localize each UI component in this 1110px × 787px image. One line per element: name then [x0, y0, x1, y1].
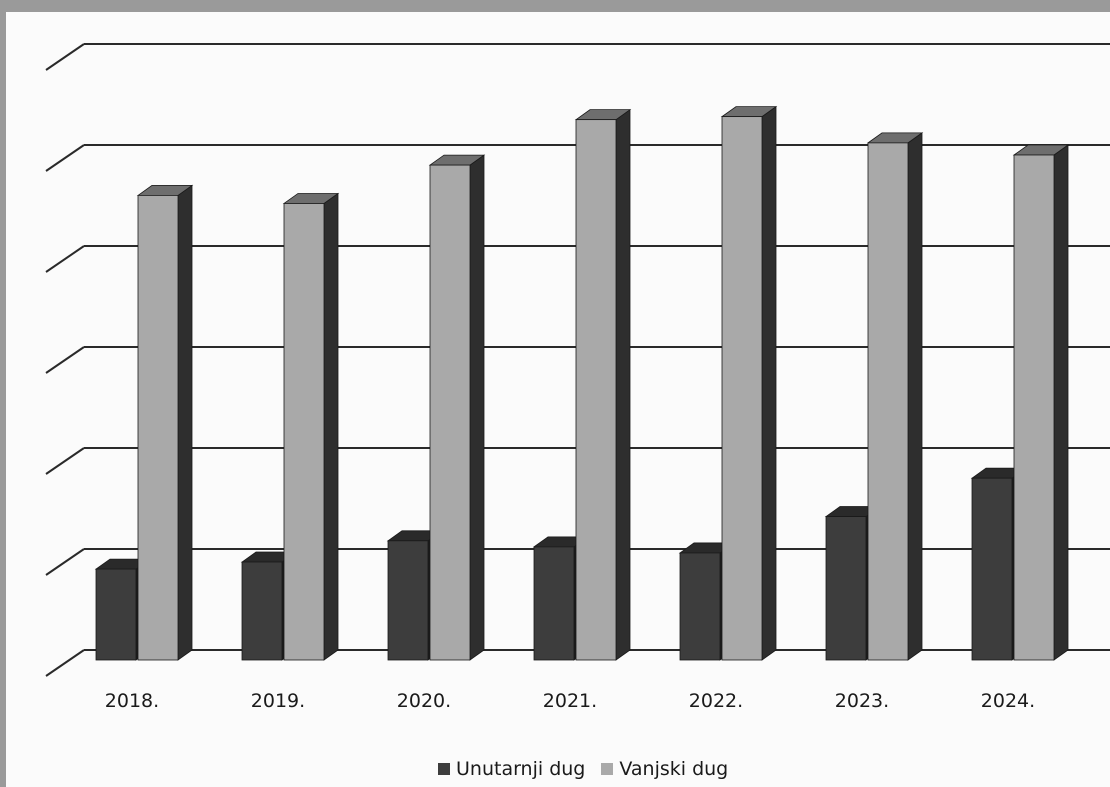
bar-vanjski-dug-side	[177, 184, 193, 661]
bar-vanjski-dug	[866, 132, 924, 661]
gridline-side	[45, 548, 85, 576]
gridline-side	[45, 43, 85, 71]
legend-swatch-unutarnji	[438, 763, 450, 775]
bar-vanjski-dug-front	[283, 203, 325, 661]
bar-unutarnji-dug-front	[679, 552, 721, 661]
x-tick-label: 2021.	[543, 690, 597, 712]
bar-vanjski-dug	[136, 184, 194, 661]
bars	[94, 105, 1070, 661]
x-tick-label: 2018.	[105, 690, 159, 712]
bar-vanjski-dug	[428, 154, 486, 661]
bar-vanjski-dug-side	[761, 105, 777, 661]
bar-vanjski-dug	[282, 192, 340, 661]
x-tick-label: 2023.	[835, 690, 889, 712]
gridline-side	[45, 346, 85, 374]
x-tick-label: 2019.	[251, 690, 305, 712]
bar-vanjski-dug-front	[137, 194, 179, 661]
legend-label-unutarnji: Unutarnji dug	[456, 758, 586, 780]
legend: Unutarnji dug Vanjski dug	[438, 758, 744, 780]
bar-vanjski-dug-front	[575, 119, 617, 661]
bar-vanjski-dug-side	[1053, 144, 1069, 661]
bar-vanjski-dug-front	[429, 164, 471, 661]
legend-swatch-vanjski	[601, 763, 614, 775]
bar-vanjski-dug	[574, 108, 632, 661]
gridline-side	[45, 245, 85, 273]
bar-vanjski-dug	[720, 105, 778, 661]
bar-vanjski-dug-side	[907, 132, 923, 661]
bar-unutarnji-dug-front	[533, 546, 575, 661]
bar-vanjski-dug-side	[469, 154, 485, 661]
legend-label-vanjski: Vanjski dug	[619, 758, 729, 780]
bar-unutarnji-dug-front	[825, 516, 867, 661]
bar-unutarnji-dug-front	[95, 568, 137, 661]
bar-vanjski-dug-side	[615, 108, 631, 661]
gridline-side	[45, 144, 85, 172]
bar-vanjski-dug-front	[721, 116, 763, 661]
bar-unutarnji-dug-front	[971, 477, 1013, 661]
bar-unutarnji-dug-front	[387, 540, 429, 661]
gridline-side	[45, 649, 85, 677]
x-tick-label: 2024.	[981, 690, 1035, 712]
gridline-side	[45, 447, 85, 475]
bar-chart: 2018. 2019. 2020. 2021. 2022. 2023. 2024.	[45, 43, 1110, 712]
x-tick-label: 2020.	[397, 690, 451, 712]
bar-vanjski-dug-front	[1013, 154, 1055, 661]
x-tick-label: 2022.	[689, 690, 743, 712]
bar-vanjski-dug	[1012, 144, 1070, 661]
chart-area: 2018. 2019. 2020. 2021. 2022. 2023. 2024. Unut…	[6, 12, 1110, 787]
bar-unutarnji-dug-front	[241, 561, 283, 661]
bar-vanjski-dug-front	[867, 142, 909, 661]
legend-item-unutarnji: Unutarnji dug	[438, 758, 585, 780]
x-axis-labels: 2018. 2019. 2020. 2021. 2022. 2023. 2024.	[105, 690, 1035, 712]
bar-vanjski-dug-side	[323, 192, 339, 661]
legend-item-vanjski: Vanjski dug	[601, 758, 728, 780]
